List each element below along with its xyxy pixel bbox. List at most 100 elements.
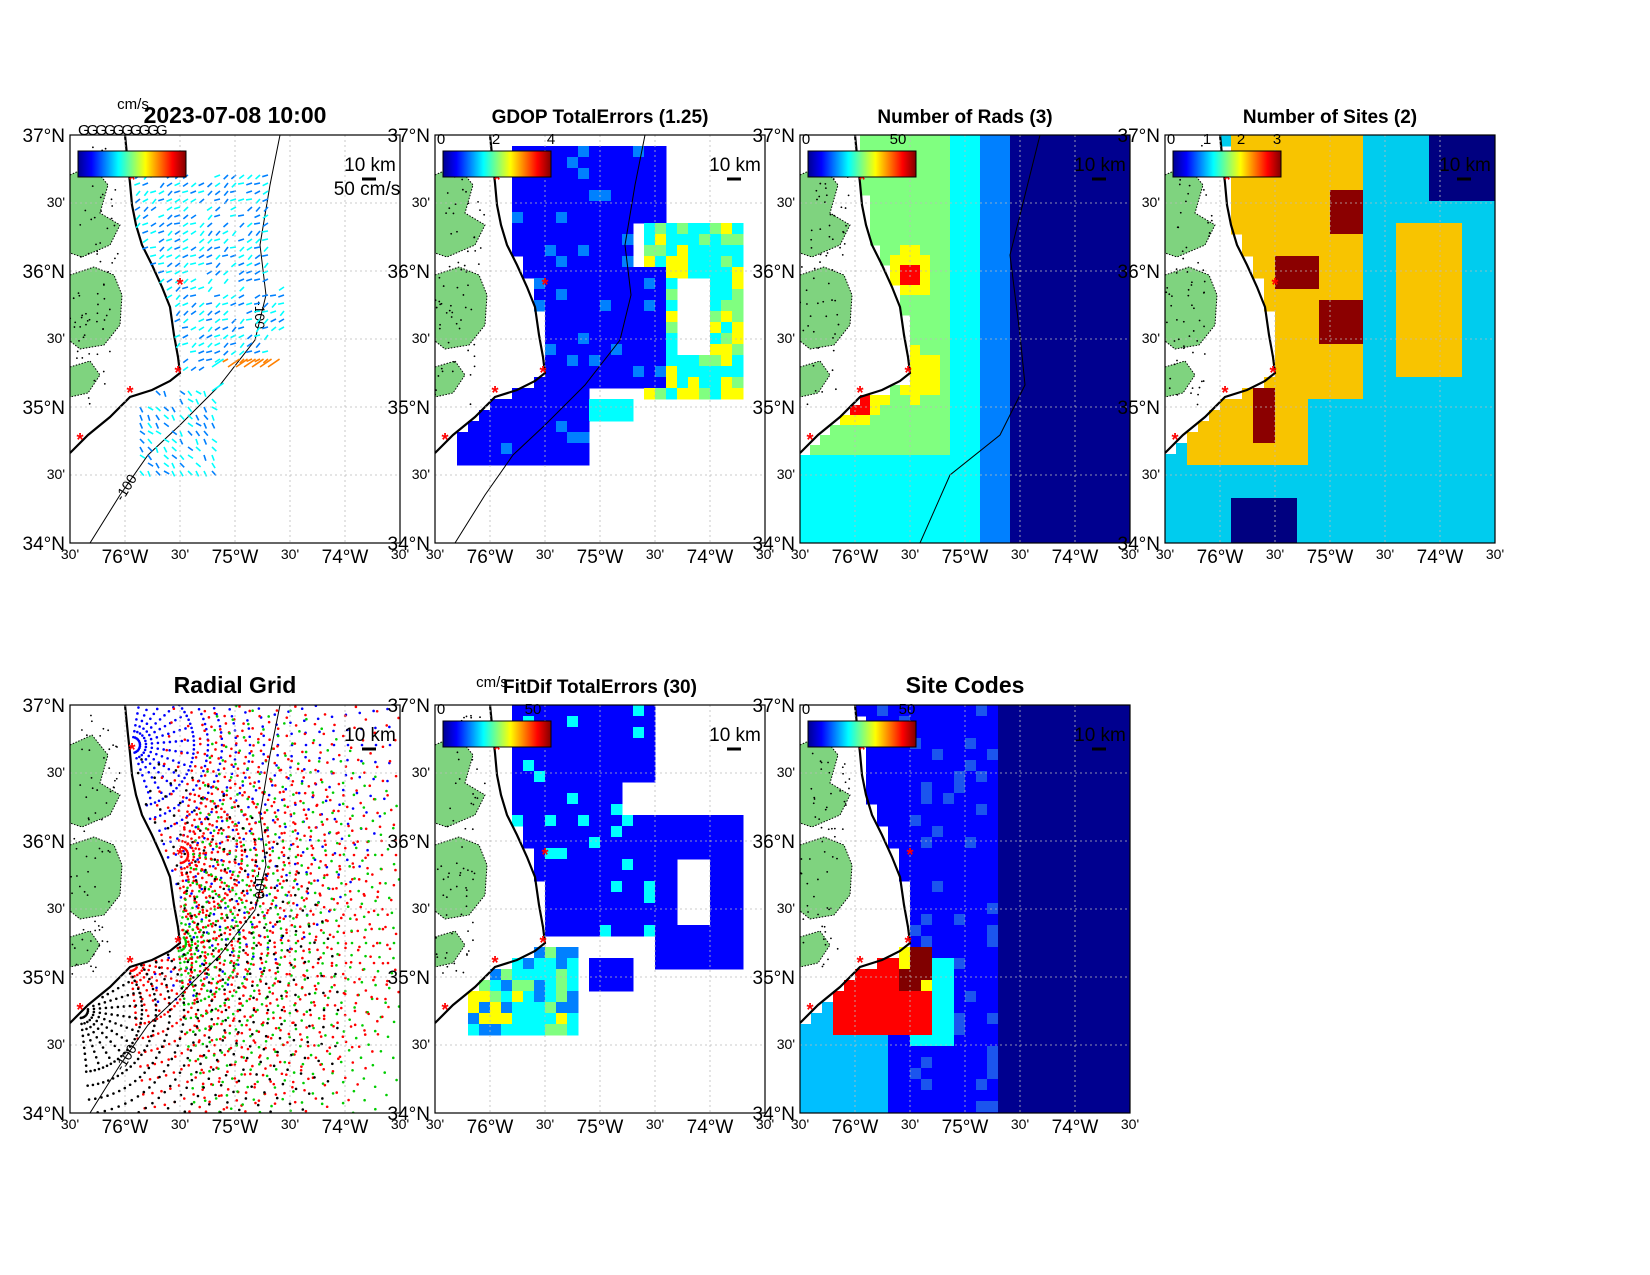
nrads-cell <box>970 425 981 436</box>
coast-dot <box>441 370 444 373</box>
nsites-cell <box>1462 146 1474 158</box>
nsites-cell <box>1264 443 1276 455</box>
radial-grid-point <box>188 722 192 726</box>
nrads-cell <box>1120 275 1130 286</box>
nsites-cell <box>1264 531 1276 543</box>
radial-grid-point <box>193 913 197 917</box>
nrads-cell <box>1050 345 1061 356</box>
nrads-cell <box>900 475 911 486</box>
radial-grid-point <box>261 910 264 914</box>
coast-dot <box>1190 392 1192 395</box>
radial-grid-point <box>210 725 213 729</box>
nsites-cell <box>1374 278 1386 290</box>
nsites-cell <box>1231 454 1243 466</box>
nsites-cell <box>1385 399 1397 411</box>
gdop-cell <box>732 377 744 389</box>
radial-grid-point <box>215 860 219 864</box>
colorbar <box>1172 150 1282 178</box>
land-gdop <box>435 135 547 454</box>
nsites-cell <box>1253 509 1265 521</box>
coast-dot <box>1202 188 1205 191</box>
radial-grid-point <box>148 762 152 765</box>
radial-grid-point <box>293 862 297 866</box>
gdop-cell <box>710 344 722 356</box>
gdop-cell <box>545 443 557 455</box>
radial-grid-point <box>318 756 321 760</box>
radial-grid-point <box>266 951 270 955</box>
radial-grid-point <box>232 949 235 953</box>
radial-grid-point <box>236 832 240 836</box>
radial-grid-point <box>257 780 261 783</box>
coast-dot <box>116 252 119 255</box>
nrads-cell <box>1060 395 1071 406</box>
nsites-cell <box>1275 267 1287 279</box>
nsites-cell <box>1462 157 1474 169</box>
nsites-cell <box>1484 135 1495 147</box>
radial-grid-point <box>360 727 363 731</box>
radial-grid-point <box>366 853 370 857</box>
gdop-cell <box>666 388 678 400</box>
coast-dot <box>826 252 829 254</box>
gdop-cell <box>479 410 491 422</box>
gdop-cell <box>589 410 601 422</box>
nrads-cell <box>900 415 911 426</box>
coast-dot <box>1165 291 1168 294</box>
nsites-cell <box>1341 146 1353 158</box>
radial-grid-point <box>249 1072 252 1076</box>
nrads-cell <box>950 245 961 256</box>
radial-grid-point <box>194 960 198 963</box>
nrads-cell <box>1030 415 1041 426</box>
gdop-cell <box>666 223 678 235</box>
current-vector <box>215 262 221 269</box>
radial-grid-point <box>311 965 315 969</box>
nrads-cell <box>920 445 931 456</box>
nrads-cell <box>1120 415 1130 426</box>
radial-grid-point <box>246 873 250 876</box>
nrads-cell <box>1060 285 1071 296</box>
radial-grid-point <box>188 829 192 833</box>
radial-grid-point <box>236 874 240 878</box>
nrads-cell <box>1100 395 1111 406</box>
nrads-cell <box>920 335 931 346</box>
coast-dot <box>1187 294 1190 297</box>
radial-grid-point <box>300 896 304 900</box>
nsites-cell <box>1396 201 1408 213</box>
radial-grid-point <box>208 1040 212 1044</box>
gdop-cell <box>644 344 656 356</box>
nrads-cell <box>1050 515 1061 526</box>
nsites-cell <box>1484 311 1495 323</box>
radial-grid-point <box>258 786 261 790</box>
nsites-cell <box>1374 179 1386 191</box>
nrads-cell <box>880 245 891 256</box>
radial-grid-point <box>185 714 189 718</box>
nrads-cell <box>1080 395 1091 406</box>
nrads-cell <box>1120 265 1130 276</box>
nrads-cell <box>890 445 901 456</box>
radial-grid-point <box>195 935 199 939</box>
radial-grid-point <box>276 727 280 730</box>
radial-grid-point <box>369 752 372 755</box>
nsites-cell <box>1473 531 1485 543</box>
nrads-cell <box>930 305 941 316</box>
radial-grid-point <box>192 994 195 997</box>
nsites-cell <box>1330 267 1342 279</box>
nsites-cell <box>1429 421 1441 433</box>
lat-tick-label: 37°N <box>753 126 795 147</box>
current-vector <box>238 294 245 299</box>
nrads-cell <box>1050 175 1061 186</box>
nrads-cell <box>1010 405 1021 416</box>
radial-grid-point <box>376 895 379 899</box>
nsites-cell <box>1209 421 1221 433</box>
gdop-cell <box>699 377 711 389</box>
nrads-cell <box>990 405 1001 416</box>
radial-grid-point <box>332 743 336 747</box>
nsites-cell <box>1286 498 1298 510</box>
nsites-cell <box>1418 388 1430 400</box>
current-vector <box>203 454 207 461</box>
radial-grid-point <box>249 888 253 892</box>
coast-dot <box>88 402 91 405</box>
radial-grid-point <box>203 997 207 1001</box>
radial-grid-point <box>197 707 201 711</box>
nrads-cell <box>1100 355 1111 366</box>
land-area <box>70 164 121 258</box>
